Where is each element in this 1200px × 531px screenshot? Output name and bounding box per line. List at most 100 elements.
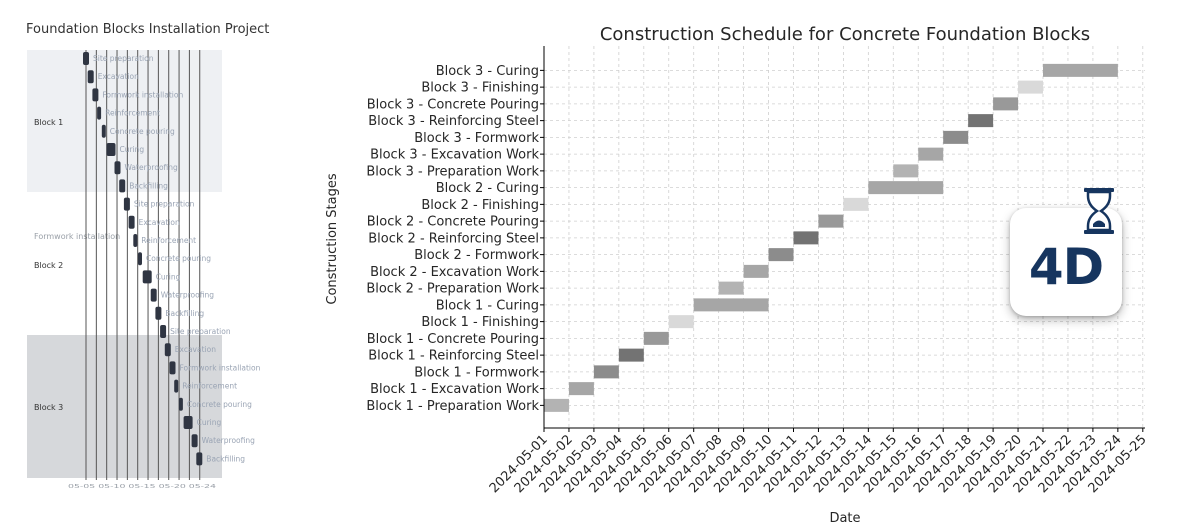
y-tick-label: Block 2 - Reinforcing Steel bbox=[368, 231, 539, 246]
gantt-bar bbox=[918, 147, 944, 161]
left-task-label: Waterproofing bbox=[202, 436, 256, 445]
left-task-bar bbox=[119, 179, 126, 193]
left-task-bar bbox=[150, 288, 157, 302]
left-task-bar bbox=[138, 252, 142, 266]
left-gantt-panel: Foundation Blocks Installation Project B… bbox=[26, 22, 269, 490]
left-task-label: Reinforcement bbox=[182, 382, 237, 391]
gantt-bar bbox=[1018, 80, 1043, 94]
left-task-bar bbox=[106, 143, 116, 156]
y-tick-label: Block 2 - Concrete Pouring bbox=[367, 215, 539, 230]
left-task-label: Concrete pouring bbox=[146, 254, 211, 263]
left-task-label: Site preparation bbox=[170, 327, 231, 336]
left-task-bar bbox=[133, 234, 138, 247]
left-task-bar bbox=[101, 124, 106, 138]
group-label-block-2: Block 2 bbox=[34, 261, 63, 270]
left-task-label: Site preparation bbox=[134, 200, 195, 209]
left-task-label: Curing bbox=[120, 145, 145, 154]
chart-title: Construction Schedule for Concrete Found… bbox=[600, 24, 1090, 45]
left-task-bar bbox=[169, 361, 176, 375]
left-task-bar bbox=[191, 434, 198, 448]
gantt-bar bbox=[618, 348, 644, 362]
y-tick-label: Block 3 - Curing bbox=[436, 64, 539, 79]
left-task-label: Waterproofing bbox=[125, 163, 179, 172]
left-task-bar bbox=[178, 397, 183, 411]
main-gantt-chart: Construction Schedule for Concrete Found… bbox=[325, 24, 1150, 526]
left-task-bar bbox=[142, 270, 152, 284]
left-task-label: Concrete pouring bbox=[187, 400, 252, 409]
y-tick-label: Block 3 - Excavation Work bbox=[370, 148, 539, 163]
left-axis-labels: 05-05 05-10 05-15 05-20 05-24 bbox=[68, 484, 216, 490]
y-tick-label: Block 2 - Preparation Work bbox=[366, 282, 539, 297]
left-task-bar bbox=[164, 343, 171, 357]
y-tick-label: Block 2 - Formwork bbox=[414, 248, 539, 263]
y-tick-label: Block 1 - Curing bbox=[436, 298, 539, 313]
left-task-label: Reinforcement bbox=[105, 109, 160, 118]
chart-bars bbox=[544, 63, 1118, 412]
gantt-bar bbox=[893, 164, 919, 178]
left-task-bar bbox=[128, 215, 135, 229]
y-tick-label: Block 1 - Excavation Work bbox=[370, 382, 539, 397]
left-vertical-gridlines bbox=[85, 50, 201, 480]
gantt-bar bbox=[593, 365, 619, 379]
left-task-label: Concrete pouring bbox=[110, 127, 175, 136]
left-task-bars: Site preparation Excavation Formwork insta… bbox=[83, 52, 261, 466]
chart-gridlines bbox=[543, 46, 1145, 428]
left-task-bar bbox=[123, 197, 130, 211]
y-tick-label: Block 3 - Preparation Work bbox=[366, 164, 539, 179]
group-label-block-3: Block 3 bbox=[34, 403, 63, 412]
left-task-label: Backfilling bbox=[129, 181, 168, 190]
gantt-bar bbox=[818, 214, 844, 228]
gantt-bar bbox=[643, 331, 669, 345]
left-task-label: Excavation bbox=[175, 345, 216, 354]
left-task-bar bbox=[160, 325, 167, 338]
gantt-bar bbox=[693, 298, 769, 312]
y-axis-title: Construction Stages bbox=[325, 173, 340, 304]
left-task-label: Reinforcement bbox=[141, 236, 196, 245]
y-tick-label: Block 1 - Finishing bbox=[421, 315, 539, 330]
gantt-bar bbox=[718, 281, 744, 295]
x-tick-labels: 2024-05-012024-05-022024-05-032024-05-04… bbox=[487, 428, 1150, 496]
y-tick-label: Block 1 - Concrete Pouring bbox=[367, 332, 539, 347]
left-task-bar bbox=[92, 88, 99, 102]
y-tick-label: Block 3 - Finishing bbox=[421, 81, 539, 96]
left-task-label: Backfilling bbox=[165, 309, 204, 318]
gantt-bar bbox=[668, 315, 694, 329]
y-tick-label: Block 2 - Finishing bbox=[421, 198, 539, 213]
left-task-bar bbox=[114, 161, 121, 175]
hourglass-icon bbox=[1084, 188, 1114, 234]
y-tick-label: Block 2 - Curing bbox=[436, 181, 539, 196]
x-axis-title: Date bbox=[829, 511, 860, 526]
gantt-bar bbox=[743, 264, 769, 278]
left-task-label: Site preparation bbox=[93, 54, 154, 63]
gantt-bar bbox=[968, 114, 994, 128]
left-task-bar bbox=[87, 70, 94, 84]
y-tick-label: Block 3 - Reinforcing Steel bbox=[368, 114, 539, 129]
left-task-bar bbox=[155, 306, 162, 320]
y-tick-label: Block 3 - Formwork bbox=[414, 131, 539, 146]
gantt-bar bbox=[943, 130, 969, 144]
gantt-bar bbox=[568, 382, 594, 396]
y-tick-label: Block 1 - Formwork bbox=[414, 365, 539, 380]
gantt-bar bbox=[793, 231, 819, 245]
gantt-bar bbox=[868, 181, 944, 195]
gantt-bar bbox=[843, 197, 869, 211]
left-chart-title: Foundation Blocks Installation Project bbox=[26, 22, 269, 37]
left-task-label: Backfilling bbox=[206, 454, 245, 463]
left-task-bar bbox=[174, 379, 179, 393]
gantt-bar bbox=[544, 398, 569, 412]
y-tick-label: Block 1 - Preparation Work bbox=[366, 399, 539, 414]
left-task-bar bbox=[196, 452, 203, 466]
y-tick-label: Block 3 - Concrete Pouring bbox=[367, 97, 539, 112]
left-task-bar bbox=[183, 416, 193, 429]
group-label-block-1: Block 1 bbox=[34, 118, 63, 127]
left-task-label: Waterproofing bbox=[161, 291, 215, 300]
left-task-bar bbox=[83, 52, 89, 65]
left-task-bar bbox=[97, 106, 102, 120]
left-task-label: Excavation bbox=[98, 72, 139, 81]
left-task-label: Excavation bbox=[139, 218, 180, 227]
left-task-label: Formwork installation bbox=[180, 363, 261, 372]
y-tick-labels: Block 1 - Preparation Work Block 1 - Exca… bbox=[366, 64, 544, 414]
left-task-label: Formwork installation bbox=[102, 90, 183, 99]
outside-task-label: Formwork installation bbox=[34, 232, 120, 241]
